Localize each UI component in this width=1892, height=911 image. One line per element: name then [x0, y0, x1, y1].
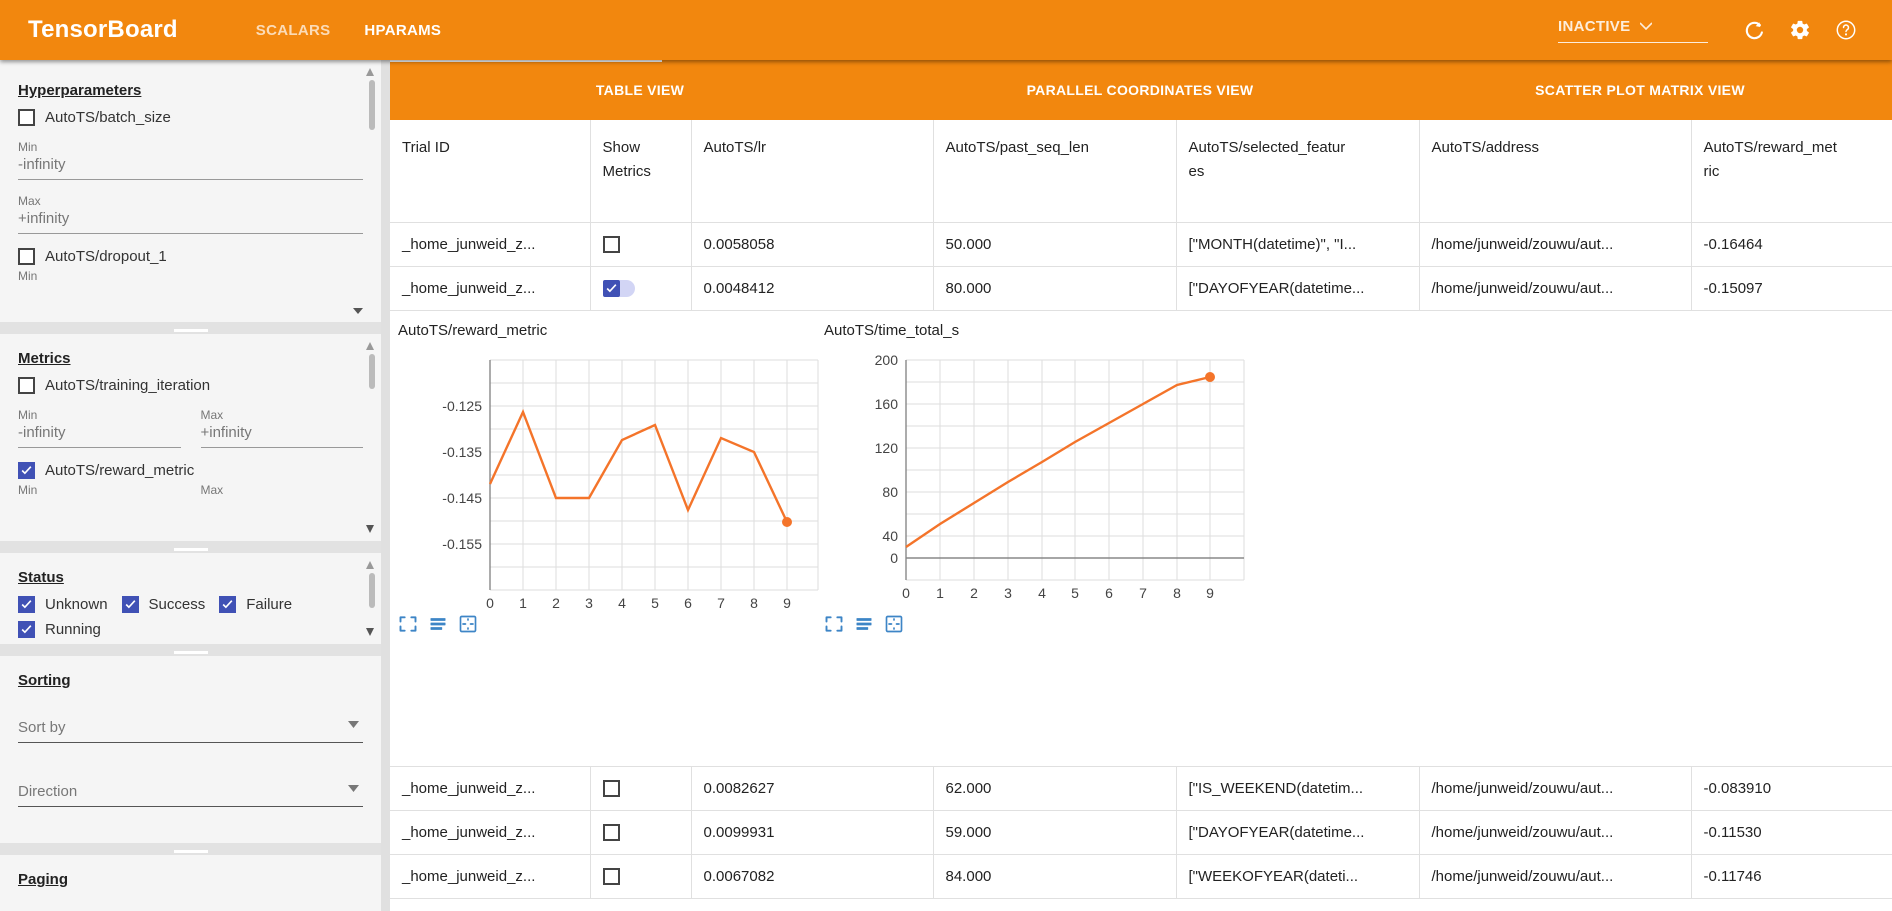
svg-text:-0.125: -0.125 [442, 398, 482, 414]
svg-text:6: 6 [1105, 585, 1113, 601]
svg-text:-0.155: -0.155 [442, 536, 482, 552]
svg-text:-0.135: -0.135 [442, 444, 482, 460]
svg-text:5: 5 [1071, 585, 1079, 601]
svg-text:9: 9 [1206, 585, 1214, 601]
svg-text:6: 6 [684, 595, 692, 611]
svg-text:7: 7 [717, 595, 725, 611]
svg-text:8: 8 [750, 595, 758, 611]
svg-text:2: 2 [552, 595, 560, 611]
svg-text:4: 4 [618, 595, 626, 611]
svg-text:9: 9 [783, 595, 791, 611]
svg-text:5: 5 [651, 595, 659, 611]
svg-text:1: 1 [936, 585, 944, 601]
svg-text:0: 0 [902, 585, 910, 601]
svg-text:4: 4 [1038, 585, 1046, 601]
svg-text:200: 200 [875, 352, 899, 368]
svg-text:8: 8 [1173, 585, 1181, 601]
svg-text:7: 7 [1139, 585, 1147, 601]
svg-text:120: 120 [875, 440, 899, 456]
svg-text:-0.145: -0.145 [442, 490, 482, 506]
svg-text:3: 3 [585, 595, 593, 611]
svg-text:2: 2 [970, 585, 978, 601]
svg-text:1: 1 [519, 595, 527, 611]
svg-text:0: 0 [486, 595, 494, 611]
svg-text:160: 160 [875, 396, 899, 412]
svg-text:0: 0 [890, 550, 898, 566]
svg-text:40: 40 [882, 528, 898, 544]
svg-text:80: 80 [882, 484, 898, 500]
svg-text:3: 3 [1004, 585, 1012, 601]
